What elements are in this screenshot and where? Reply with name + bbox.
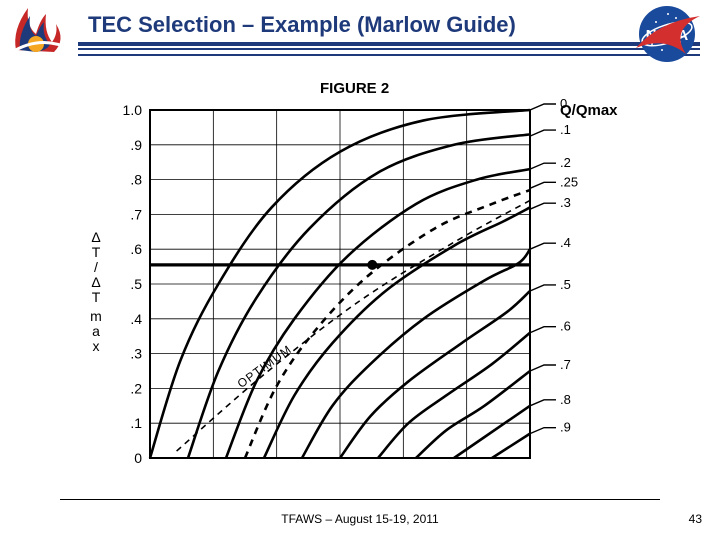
svg-text:.4: .4: [560, 235, 571, 250]
svg-text:OPTIMUM: OPTIMUM: [235, 342, 295, 391]
chart-svg: 0 .1 .2 .3 .4 .5 .6 .7 .8 .9 1.0 OPTIMUM 0 .1 .2 .25 .3.…: [80, 74, 640, 474]
svg-text:.3: .3: [560, 195, 571, 210]
header: TEC Selection – Example (Marlow Guide) N…: [0, 0, 720, 70]
svg-text:.1: .1: [130, 415, 142, 431]
svg-text:.9: .9: [560, 420, 571, 435]
slide-title: TEC Selection – Example (Marlow Guide): [88, 12, 516, 38]
svg-text:1.0: 1.0: [123, 102, 143, 118]
nasa-logo: NASA: [628, 2, 706, 66]
svg-text:.2: .2: [560, 155, 571, 170]
figure-chart: 0 .1 .2 .3 .4 .5 .6 .7 .8 .9 1.0 OPTIMUM 0 .1 .2 .25 .3.…: [80, 74, 640, 474]
footer-text: TFAWS – August 15-19, 2011: [0, 512, 720, 526]
svg-text:0: 0: [134, 450, 142, 466]
svg-text:.3: .3: [130, 346, 142, 362]
svg-text:.2: .2: [130, 380, 142, 396]
svg-text:.1: .1: [560, 122, 571, 137]
svg-text:0: 0: [560, 96, 567, 111]
svg-text:.9: .9: [130, 137, 142, 153]
svg-text:.6: .6: [560, 319, 571, 334]
svg-text:.8: .8: [130, 172, 142, 188]
slide: TEC Selection – Example (Marlow Guide) N…: [0, 0, 720, 540]
svg-text:.8: .8: [560, 392, 571, 407]
svg-text:.7: .7: [130, 206, 142, 222]
svg-text:.7: .7: [560, 357, 571, 372]
footer-rule: [60, 499, 660, 500]
flame-icon: [6, 0, 76, 56]
page-number: 43: [689, 512, 702, 526]
svg-text:.4: .4: [130, 311, 142, 327]
header-rule-2: [78, 48, 700, 50]
svg-text:.5: .5: [130, 276, 142, 292]
svg-text:.5: .5: [560, 277, 571, 292]
svg-text:.25: .25: [560, 174, 578, 189]
svg-text:.6: .6: [130, 241, 142, 257]
